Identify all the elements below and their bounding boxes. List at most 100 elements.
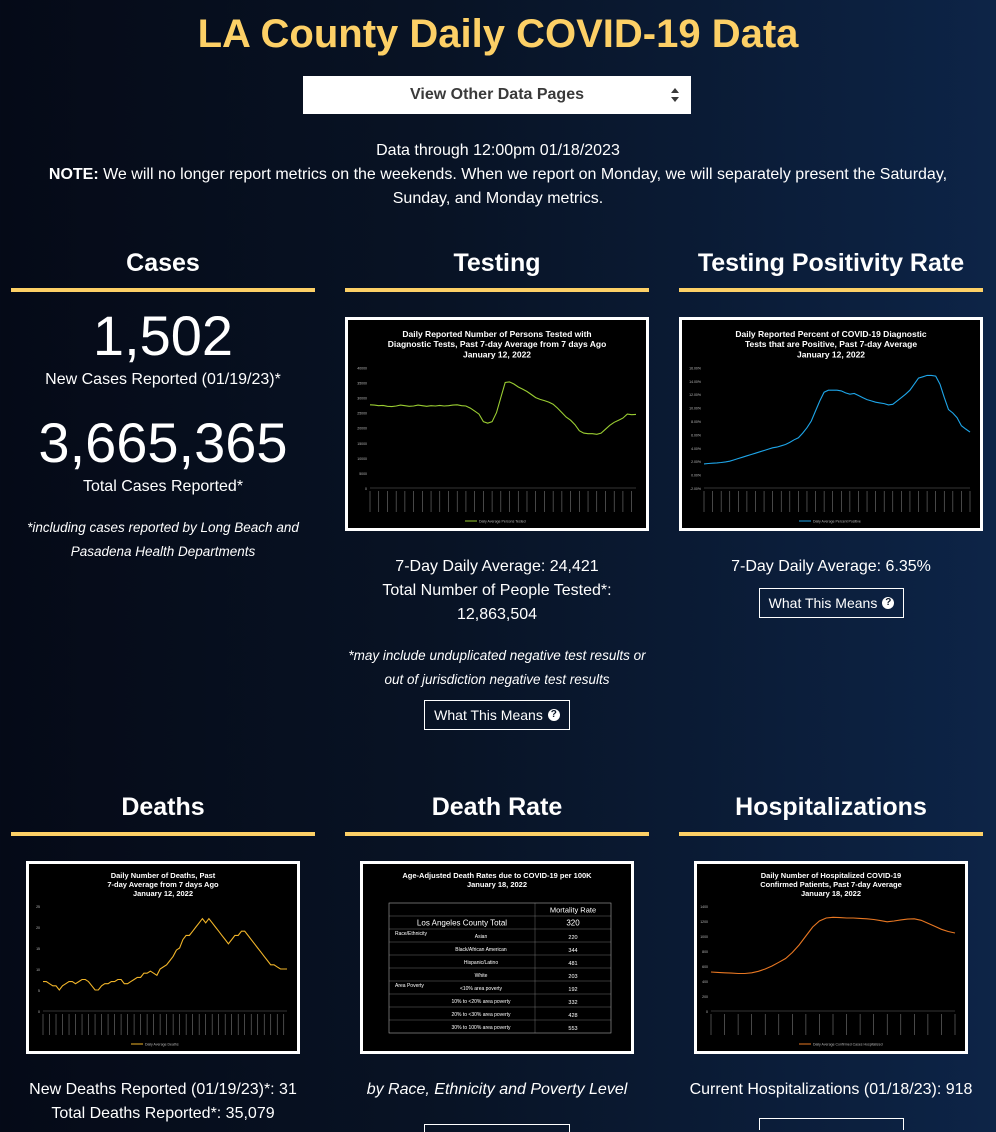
y-tick-label: 35000 <box>357 381 367 385</box>
y-tick-label: 200 <box>702 995 708 999</box>
y-tick-label: 600 <box>702 965 708 969</box>
page-title: LA County Daily COVID-19 Data <box>197 12 799 56</box>
weekend-note: NOTE: We will no longer report metrics o… <box>30 163 966 211</box>
testing-heading: Testing <box>345 249 649 292</box>
button-label: What This Means <box>768 595 878 611</box>
y-tick-label: 30000 <box>357 397 367 401</box>
positivity-what-this-means-button[interactable]: What This Means ? <box>759 588 904 618</box>
table-total-label: Los Angeles County Total <box>417 919 507 928</box>
hospitalizations-button-edge[interactable] <box>759 1118 904 1130</box>
y-tick-label: 5 <box>38 989 40 993</box>
table-row-label: Hispanic/Latino <box>464 960 498 966</box>
legend-label: Daily Average Persons Tested <box>479 520 526 524</box>
y-tick-label: 12.00% <box>689 393 701 397</box>
new-cases-value: 1,502 <box>92 304 234 367</box>
note-text: We will no longer report metrics on the … <box>98 166 948 207</box>
death-rate-caption: by Race, Ethnicity and Poverty Level <box>366 1081 628 1098</box>
button-label: What This Means <box>434 707 543 723</box>
table-row-label: Asian <box>475 934 488 940</box>
y-tick-label: 10.00% <box>689 407 701 411</box>
chart-title: Daily Reported Number of Persons Tested … <box>402 329 591 339</box>
series-line <box>43 917 287 991</box>
select-label: View Other Data Pages <box>410 86 584 103</box>
testing-what-this-means-button[interactable]: What This Means ? <box>424 700 570 730</box>
table-row-value: 481 <box>568 961 577 967</box>
death-rate-heading: Death Rate <box>345 793 649 836</box>
total-cases-label: Total Cases Reported* <box>82 478 244 495</box>
y-tick-label: 20000 <box>357 427 367 431</box>
testing-chart-svg: Daily Reported Number of Persons Tested … <box>348 320 646 528</box>
table-total-value: 320 <box>566 919 580 928</box>
death-rate-table: Age-Adjusted Death Rates due to COVID-19… <box>360 861 634 1054</box>
death-rate-table-svg: Age-Adjusted Death Rates due to COVID-19… <box>363 864 631 1051</box>
hospitalizations-heading: Hospitalizations <box>679 793 983 836</box>
y-tick-label: 1000 <box>700 935 708 939</box>
legend-label: Daily Average Confirmed Cases Hospitaliz… <box>813 1043 883 1047</box>
y-tick-label: 2.00% <box>691 460 701 464</box>
cases-footnote: *including cases reported by Long Beach … <box>27 520 299 559</box>
y-tick-label: 0 <box>365 487 367 491</box>
y-tick-label: 10000 <box>357 457 367 461</box>
new-deaths: New Deaths Reported (01/19/23)*: 31 <box>29 1081 297 1098</box>
y-tick-label: 0 <box>38 1010 40 1014</box>
chart-title: Daily Reported Percent of COVID-19 Diagn… <box>735 329 927 339</box>
table-row-label: 10% to <20% area poverty <box>451 999 511 1005</box>
positivity-avg: 7-Day Daily Average: 6.35% <box>731 558 931 575</box>
testing-avg: 7-Day Daily Average: 24,421 <box>395 558 599 575</box>
table-row-value: 203 <box>568 974 577 980</box>
y-tick-label: 1200 <box>700 920 708 924</box>
table-row-value: 428 <box>568 1013 577 1019</box>
y-tick-label: 25 <box>36 905 40 909</box>
table-row-label: Black/African American <box>455 947 507 953</box>
y-tick-label: 400 <box>702 980 708 984</box>
y-tick-label: 1400 <box>700 905 708 909</box>
death-rate-button-edge[interactable] <box>424 1124 570 1132</box>
note-label: NOTE: <box>48 166 99 183</box>
y-tick-label: 15 <box>36 947 40 951</box>
table-row-label: White <box>475 973 488 979</box>
table-row-label: 30% to 100% area poverty <box>452 1025 511 1031</box>
table-row-value: 553 <box>568 1026 577 1032</box>
table-row-value: 220 <box>568 935 577 941</box>
chart-title: 7-day Average from 7 days Ago <box>107 880 219 889</box>
series-line <box>710 916 956 975</box>
testing-total: Total Number of People Tested*: 12,863,5… <box>382 582 612 623</box>
series-line <box>369 381 637 435</box>
deaths-chart: Daily Number of Deaths, Past 7-day Averag… <box>26 861 300 1054</box>
table-subtitle: January 18, 2022 <box>467 880 527 889</box>
question-icon: ? <box>547 709 560 721</box>
positivity-heading: Testing Positivity Rate <box>679 249 983 292</box>
y-tick-label: 15000 <box>357 442 367 446</box>
positivity-chart-svg: Daily Reported Percent of COVID-19 Diagn… <box>682 320 980 528</box>
chart-title: Daily Number of Hospitalized COVID-19 <box>761 871 901 880</box>
view-other-data-pages-select[interactable]: View Other Data Pages <box>303 76 691 114</box>
current-hospitalizations: Current Hospitalizations (01/18/23): 918 <box>689 1081 973 1098</box>
cases-heading: Cases <box>11 249 315 292</box>
select-arrows-icon <box>671 88 679 102</box>
y-tick-label: -2.00% <box>690 487 701 491</box>
table-row-label: 20% to <30% area poverty <box>451 1012 511 1018</box>
y-tick-label: 4.00% <box>691 447 701 451</box>
table-group-label: Area Poverty <box>395 983 424 989</box>
y-tick-label: 10 <box>36 968 40 972</box>
chart-subtitle: January 12, 2022 <box>797 349 865 359</box>
y-tick-label: 20 <box>36 926 40 930</box>
y-tick-label: 0 <box>706 1010 708 1014</box>
y-tick-label: 16.00% <box>689 366 701 370</box>
testing-footnote: *may include unduplicated negative test … <box>348 648 646 687</box>
y-tick-label: 6.00% <box>691 433 701 437</box>
table-row-value: 192 <box>568 987 577 993</box>
total-deaths: Total Deaths Reported*: 35,079 <box>51 1105 275 1122</box>
chart-title: Diagnostic Tests, Past 7-day Average fro… <box>388 339 607 349</box>
hospitalizations-chart: Daily Number of Hospitalized COVID-19 Con… <box>694 861 968 1054</box>
y-tick-label: 40000 <box>357 366 367 370</box>
deaths-heading: Deaths <box>11 793 315 836</box>
chart-subtitle: January 12, 2022 <box>133 889 193 898</box>
chart-subtitle: January 12, 2022 <box>463 349 531 359</box>
series-line <box>703 374 971 465</box>
table-title: Age-Adjusted Death Rates due to COVID-19… <box>402 871 592 880</box>
table-header: Mortality Rate <box>550 906 596 915</box>
total-cases-value: 3,665,365 <box>38 411 288 474</box>
testing-chart: Daily Reported Number of Persons Tested … <box>345 317 649 531</box>
